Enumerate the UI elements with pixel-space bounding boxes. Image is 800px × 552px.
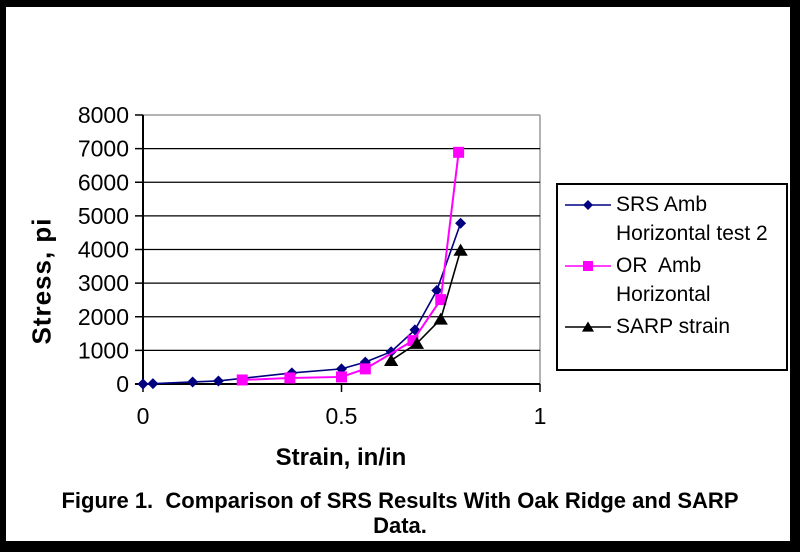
y-tick-label: 6000 [78,169,129,195]
series-line-sarp-strain [390,249,462,362]
caption-line-2: Data. [373,513,427,538]
y-tick-label: 0 [116,371,129,397]
square-marker [284,372,296,384]
figure-caption: Figure 1. Comparison of SRS Results With… [0,488,800,538]
diamond-marker [187,376,199,388]
triangle-marker [453,243,468,256]
legend-label: OR Amb Horizontal [616,254,711,306]
y-tick-label: 7000 [78,136,129,162]
diamond-legend-key-icon [565,200,611,210]
caption-line-1: Figure 1. Comparison of SRS Results With… [61,488,739,513]
series-line-srs-amb-horizontal-test-2 [142,223,462,385]
y-tick-label: 2000 [78,304,129,330]
x-tick-label: 1 [534,403,547,429]
legend-label: SRS Amb Horizontal test 2 [616,193,768,245]
square-marker [359,363,371,375]
y-axis-title: Stress, pi [26,217,57,345]
diamond-marker [147,378,159,390]
triangle-legend-key-icon [565,321,611,332]
x-tick-labels: 0 0.5 1 [137,403,547,429]
y-tick-label: 3000 [78,270,129,296]
legend-label: SARP strain [616,315,730,338]
square-marker [236,374,248,386]
square-marker [453,146,465,158]
x-axis-title: Strain, in/in [275,444,407,471]
square-marker [336,371,347,383]
series-sarp-strain [383,243,468,366]
y-tick-labels: 0 1000 2000 3000 4000 5000 6000 7000 8000 [78,102,129,397]
triangle-marker [383,353,399,366]
diamond-marker [431,285,443,297]
triangle-marker [433,312,448,325]
square-marker [407,335,419,347]
series-srs-amb-horizontal-test-2 [137,217,467,390]
legend-item-sarp-strain: SARP strain [564,312,784,341]
series-line-or-amb-horizontal [242,152,460,381]
y-tick-label: 1000 [78,337,129,363]
x-tick-label: 0 [137,403,150,429]
triangle-marker [581,321,595,332]
legend-item-srs-amb-horizontal-test-2: SRS Amb Horizontal test 2 [564,190,784,248]
y-tick-label: 4000 [78,237,129,263]
triangle-marker [409,336,425,349]
square-legend-key-icon [565,261,611,271]
x-tick-label: 0.5 [326,403,358,429]
y-tick-label: 5000 [78,203,129,229]
square-marker [583,261,593,271]
legend: SRS Amb Horizontal test 2 OR Amb Horizont… [556,183,788,371]
legend-item-or-amb-horizontal: OR Amb Horizontal [564,251,784,309]
gridlines [143,148,540,351]
square-marker [435,294,447,306]
diamond-marker [583,200,593,210]
y-tick-label: 8000 [78,102,129,128]
diamond-marker [212,375,224,387]
series-or-amb-horizontal [236,146,465,386]
diamond-marker [455,217,467,229]
diamond-marker [137,378,149,390]
